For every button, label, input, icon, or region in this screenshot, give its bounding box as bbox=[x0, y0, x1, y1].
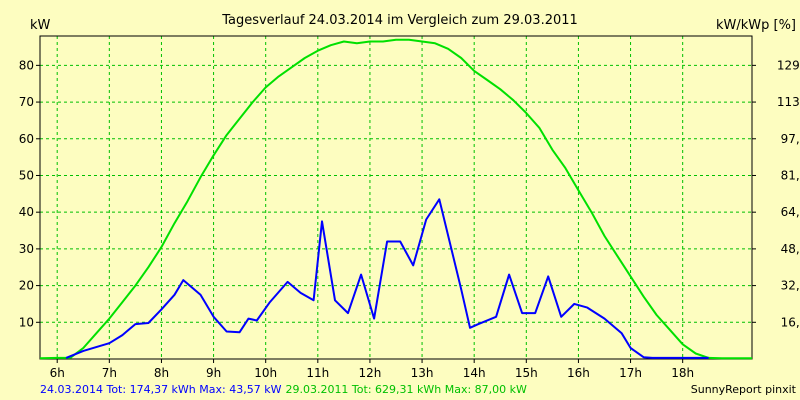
x-tick-label: 17h bbox=[619, 366, 642, 380]
y-right-tick-label: 81,1 bbox=[781, 168, 800, 182]
y-left-tick-label: 70 bbox=[19, 95, 34, 109]
y-axis-left-label: kW bbox=[30, 18, 51, 33]
x-tick-label: 14h bbox=[463, 366, 486, 380]
x-tick-label: 12h bbox=[359, 366, 382, 380]
x-tick-label: 8h bbox=[154, 366, 169, 380]
footer-summary: 24.03.2014 Tot: 174,37 kWh Max: 43,57 kW… bbox=[40, 383, 527, 396]
y-axis-right-label: kW/kWp [%] bbox=[716, 18, 796, 33]
y-right-tick-label: 97,3 bbox=[781, 132, 800, 146]
series-line-29032011 bbox=[39, 38, 752, 360]
x-tick-label: 9h bbox=[206, 366, 221, 380]
x-tick-label: 15h bbox=[515, 366, 538, 380]
footer-brand: SunnyReport pinxit bbox=[691, 383, 797, 396]
y-right-tick-label: 113,5 bbox=[777, 95, 800, 109]
x-tick-label: 13h bbox=[411, 366, 434, 380]
y-right-tick-label: 48,6 bbox=[781, 242, 800, 256]
y-right-tick-label: 32,4 bbox=[781, 279, 800, 293]
x-tick-label: 16h bbox=[567, 366, 590, 380]
y-left-tick-label: 60 bbox=[19, 132, 34, 146]
plot-frame bbox=[39, 35, 753, 360]
y-right-tick-label: 129,7 bbox=[777, 58, 800, 72]
y-right-tick-label: 64,9 bbox=[781, 205, 800, 219]
x-tick-label: 6h bbox=[50, 366, 65, 380]
y-left-tick-labels: 10 20 30 40 50 60 70 80 bbox=[19, 58, 34, 329]
series-line-24032014 bbox=[65, 198, 709, 359]
y-left-tick-label: 80 bbox=[19, 58, 34, 72]
x-tick-label: 7h bbox=[102, 366, 117, 380]
y-left-tick-label: 30 bbox=[19, 242, 34, 256]
x-tick-label: 18h bbox=[671, 366, 694, 380]
chart-title: Tagesverlauf 24.03.2014 im Vergleich zum… bbox=[221, 13, 578, 28]
y-left-tick-label: 10 bbox=[19, 315, 34, 329]
series-layer bbox=[39, 38, 752, 360]
footer-summary-2011: 29.03.2011 Tot: 629,31 kWh Max: 87,00 kW bbox=[285, 383, 527, 396]
x-tick-label: 10h bbox=[254, 366, 277, 380]
y-left-tick-label: 50 bbox=[19, 168, 34, 182]
y-left-tick-label: 20 bbox=[19, 279, 34, 293]
y-left-tick-label: 40 bbox=[19, 205, 34, 219]
y-right-tick-labels: 16,2 32,4 48,6 64,9 81,1 97,3 113,5 129,7 bbox=[777, 58, 800, 329]
grid bbox=[36, 36, 756, 363]
footer-summary-2014: 24.03.2014 Tot: 174,37 kWh Max: 43,57 kW bbox=[40, 383, 282, 396]
x-tick-label: 11h bbox=[306, 366, 329, 380]
x-tick-labels: 6h 7h 8h 9h 10h 11h 12h 13h 14h 15h 16h 17h 18h bbox=[50, 366, 695, 380]
y-right-tick-label: 16,2 bbox=[781, 315, 800, 329]
